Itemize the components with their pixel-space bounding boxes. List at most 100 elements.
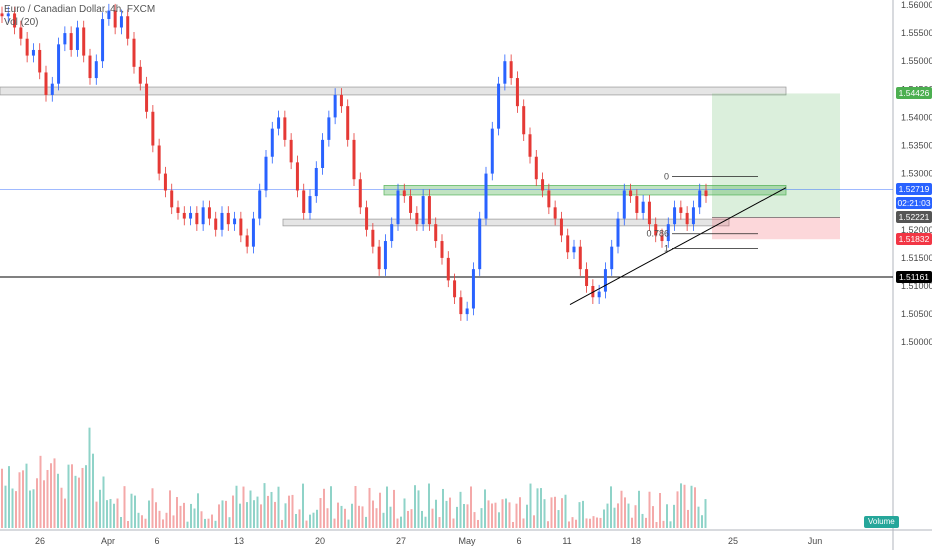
candle-body [302,190,306,213]
x-tick-label: 6 [154,536,159,546]
volume-badge[interactable]: Volume [864,516,899,528]
candle-body [459,297,463,315]
volume-bar [158,510,161,528]
x-tick-label: 11 [562,536,571,546]
candle-body [390,224,394,242]
volume-bar [354,485,357,528]
volume-bar [344,508,346,528]
y-tick-label: 1.55000 [901,56,932,66]
volume-bar [214,520,217,528]
volume-bar [176,497,178,528]
volume-bar [638,490,640,528]
volume-bar [428,483,430,528]
y-tick-label: 1.56000 [901,0,932,10]
y-tick-label: 1.52000 [901,225,932,235]
volume-bar [74,475,77,528]
volume-bar [659,493,661,528]
candle-body [258,190,262,219]
candle-body [572,246,576,253]
volume-bar [568,521,570,528]
volume-bar [67,464,70,528]
fib-level-label: 1 [664,243,669,253]
volume-bar [92,453,94,528]
candle-body [666,224,670,242]
volume-bar [365,516,367,528]
x-tick-label: 18 [631,536,641,546]
candle-body [245,235,249,247]
volume-bar [190,503,192,528]
volume-bar [302,483,304,528]
volume-bar [207,518,210,528]
candle-body [578,246,582,270]
volume-bar [540,488,542,528]
volume-bar [148,500,150,528]
volume-bar [361,506,364,528]
volume-bar [449,497,451,528]
candle-body [528,134,532,157]
candle-body [88,55,92,79]
volume-bar [18,472,21,528]
volume-bar [613,507,616,528]
candle-body [383,241,387,270]
volume-bar [8,466,10,528]
volume-bar [375,508,378,528]
volume-bar [316,509,318,528]
volume-bar [109,498,112,528]
volume-bar [501,499,504,528]
volume-bar [134,495,136,528]
volume-bar [1,468,3,528]
volume-bar [641,513,644,528]
volume-bar [673,504,675,528]
volume-bar [466,504,469,528]
volume-bar [410,509,413,528]
volume-bar [494,502,497,528]
y-tick-label: 1.54000 [901,112,932,122]
candle-body [402,190,406,197]
candle-body [327,117,331,140]
volume-bar [130,493,133,528]
candle-body [138,66,142,84]
volume-bar [669,521,672,528]
volume-bar [473,512,476,528]
volume-bar [557,510,560,528]
candle-body [704,190,708,197]
candle-body [603,269,607,292]
volume-bar [624,497,626,528]
candle-body [132,38,136,67]
volume-bar [470,486,472,528]
entry-price-tag: 1.52221 [896,211,932,224]
chart-title: Euro / Canadian Dollar, 4h, FXCM [4,4,156,15]
stop-loss-price-tag: 1.51832 [896,233,932,246]
volume-bar [162,519,164,528]
candle-body [377,246,381,270]
volume-bar [676,491,679,528]
volume-bar [81,467,84,528]
candle-body [314,167,318,197]
volume-bar [141,515,143,528]
candle-body [182,212,186,219]
volume-bar [256,496,259,528]
volume-bar [452,518,455,528]
volume-bar [585,518,588,528]
volume-bar [529,483,532,528]
volume-bar [438,517,441,528]
x-tick-label: 20 [315,536,325,546]
candle-body [82,27,86,56]
y-tick-label: 1.50000 [901,337,932,347]
candle-body [195,212,199,225]
volume-bar [4,485,7,528]
candle-body [295,162,299,191]
candle-body [170,190,174,208]
volume-bar [561,498,563,528]
x-tick-label: 27 [396,536,406,546]
volume-bar [550,497,553,528]
volume-bar [270,491,273,528]
volume-bar [589,518,591,528]
volume-bar [694,487,696,528]
volume-bar [46,469,49,528]
candle-body [409,196,413,213]
volume-bar [193,508,196,528]
volume-bar [22,470,24,528]
stop-loss-box [712,217,840,240]
